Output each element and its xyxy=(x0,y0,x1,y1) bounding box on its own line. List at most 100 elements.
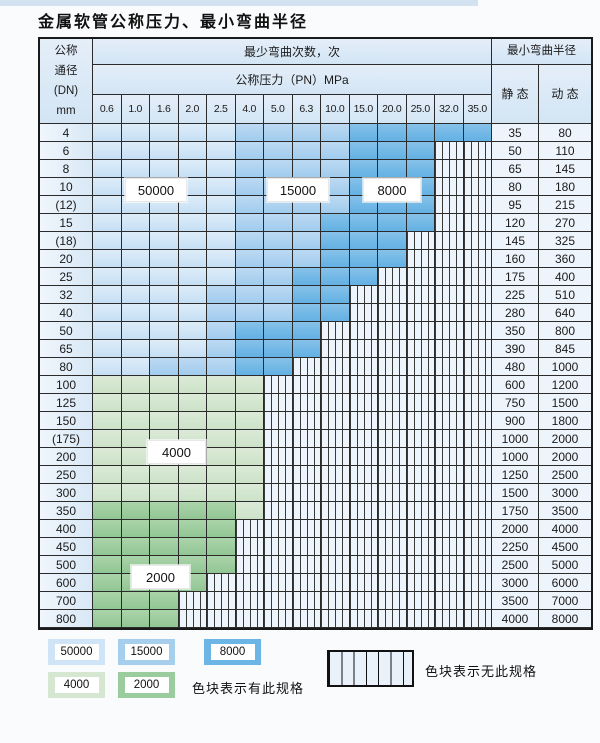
spec-cell-800-1.0 xyxy=(121,610,150,628)
no-spec-cell-600-32.0 xyxy=(435,574,464,592)
no-spec-cell-300-5.0 xyxy=(264,484,293,502)
spec-cell-700-1.6 xyxy=(150,592,179,610)
no-spec-cell-300-20.0 xyxy=(378,484,407,502)
spec-cell-20-10.0 xyxy=(321,250,350,268)
spec-cell-450-2.0 xyxy=(178,538,207,556)
dynamic-radius-450: 4500 xyxy=(539,538,591,556)
spec-cell-300-2.5 xyxy=(207,484,236,502)
no-spec-cell-250-6.3 xyxy=(292,466,321,484)
dn-cell-(175): (175) xyxy=(40,430,93,448)
spec-cell-15-25.0 xyxy=(406,214,435,232)
no-spec-cell-100-32.0 xyxy=(435,376,464,394)
no-spec-cell-32-15.0 xyxy=(349,286,378,304)
spec-cell-40-0.6 xyxy=(93,304,122,322)
spec-cell-250-2.0 xyxy=(178,466,207,484)
no-spec-cell-150-10.0 xyxy=(321,412,350,430)
dn-cell-200: 200 xyxy=(40,448,93,466)
no-spec-cell-(18)-35.0 xyxy=(463,232,492,250)
no-spec-cell-32-32.0 xyxy=(435,286,464,304)
no-spec-cell-50-15.0 xyxy=(349,322,378,340)
cycle-zone-label-15000: 15000 xyxy=(267,178,329,202)
spec-cell-40-2.5 xyxy=(207,304,236,322)
dynamic-radius-32: 510 xyxy=(539,286,591,304)
no-spec-cell-300-15.0 xyxy=(349,484,378,502)
spec-cell-25-1.6 xyxy=(150,268,179,286)
spec-cell-50-0.6 xyxy=(93,322,122,340)
static-radius-700: 3500 xyxy=(492,592,539,610)
no-spec-cell-250-10.0 xyxy=(321,466,350,484)
spec-cell-50-2.0 xyxy=(178,322,207,340)
spec-cell-400-2.0 xyxy=(178,520,207,538)
dn-cell-450: 450 xyxy=(40,538,93,556)
spec-cell-4-2.0 xyxy=(178,124,207,142)
no-spec-cell-50-35.0 xyxy=(463,322,492,340)
no-spec-cell-150-20.0 xyxy=(378,412,407,430)
no-spec-cell-450-6.3 xyxy=(292,538,321,556)
no-spec-cell-600-20.0 xyxy=(378,574,407,592)
no-spec-cell-125-32.0 xyxy=(435,394,464,412)
dynamic-radius-15: 270 xyxy=(539,214,591,232)
spec-cell-15-1.6 xyxy=(150,214,179,232)
static-radius-20: 160 xyxy=(492,250,539,268)
no-spec-cell-10-35.0 xyxy=(463,178,492,196)
no-spec-cell-500-25.0 xyxy=(406,556,435,574)
legend-hatch-swatch xyxy=(327,650,414,687)
legend-swatch-label: 50000 xyxy=(54,644,99,660)
no-spec-cell-(175)-6.3 xyxy=(292,430,321,448)
no-spec-cell-500-6.3 xyxy=(292,556,321,574)
spec-cell-250-2.5 xyxy=(207,466,236,484)
static-radius-25: 175 xyxy=(492,268,539,286)
spec-cell-6-20.0 xyxy=(378,142,407,160)
legend-swatch-8000: 8000 xyxy=(204,639,261,665)
spec-cell-6-5.0 xyxy=(264,142,293,160)
dn-cell-80: 80 xyxy=(40,358,93,376)
spec-cell-80-2.5 xyxy=(207,358,236,376)
no-spec-cell-125-10.0 xyxy=(321,394,350,412)
static-radius-15: 120 xyxy=(492,214,539,232)
dn-cell-700: 700 xyxy=(40,592,93,610)
no-spec-cell-(175)-15.0 xyxy=(349,430,378,448)
dn-cell-15: 15 xyxy=(40,214,93,232)
spec-cell-6-2.5 xyxy=(207,142,236,160)
no-spec-cell-250-25.0 xyxy=(406,466,435,484)
spec-cell-(18)-15.0 xyxy=(349,232,378,250)
spec-cell-4-1.6 xyxy=(150,124,179,142)
no-spec-cell-500-32.0 xyxy=(435,556,464,574)
static-radius-32: 225 xyxy=(492,286,539,304)
no-spec-cell-350-25.0 xyxy=(406,502,435,520)
corner-header-line: 通径 xyxy=(54,65,78,78)
spec-cell-(18)-2.5 xyxy=(207,232,236,250)
static-radius-250: 1250 xyxy=(492,466,539,484)
spec-cell-(175)-1.0 xyxy=(121,430,150,448)
spec-cell-32-0.6 xyxy=(93,286,122,304)
no-spec-cell-80-15.0 xyxy=(349,358,378,376)
static-radius-65: 390 xyxy=(492,340,539,358)
no-spec-cell-700-35.0 xyxy=(463,592,492,610)
dn-cell-125: 125 xyxy=(40,394,93,412)
spec-cell-8-20.0 xyxy=(378,160,407,178)
spec-cell-6-1.6 xyxy=(150,142,179,160)
dn-cell-800: 800 xyxy=(40,610,93,628)
spec-cell-65-0.6 xyxy=(93,340,122,358)
no-spec-cell-450-15.0 xyxy=(349,538,378,556)
no-spec-cell-350-35.0 xyxy=(463,502,492,520)
nominal-pressure-header: 公称压力（PN）MPa xyxy=(93,65,492,95)
legend-swatch-label: 2000 xyxy=(124,677,169,693)
spec-cell-15-4.0 xyxy=(235,214,264,232)
dynamic-radius-(18): 325 xyxy=(539,232,591,250)
no-spec-cell-700-32.0 xyxy=(435,592,464,610)
spec-cell-100-0.6 xyxy=(93,376,122,394)
static-radius-400: 2000 xyxy=(492,520,539,538)
spec-cell-15-5.0 xyxy=(264,214,293,232)
spec-cell-20-2.0 xyxy=(178,250,207,268)
spec-cell-700-0.6 xyxy=(93,592,122,610)
spec-cell-400-1.6 xyxy=(150,520,179,538)
legend-unavailable-note: 色块表示无此规格 xyxy=(425,664,538,679)
spec-cell-(175)-2.5 xyxy=(207,430,236,448)
no-spec-cell-(18)-32.0 xyxy=(435,232,464,250)
no-spec-cell-80-6.3 xyxy=(292,358,321,376)
no-spec-cell-15-35.0 xyxy=(463,214,492,232)
legend-swatch-50000: 50000 xyxy=(48,639,105,665)
spec-cell-20-15.0 xyxy=(349,250,378,268)
spec-cell-65-1.6 xyxy=(150,340,179,358)
